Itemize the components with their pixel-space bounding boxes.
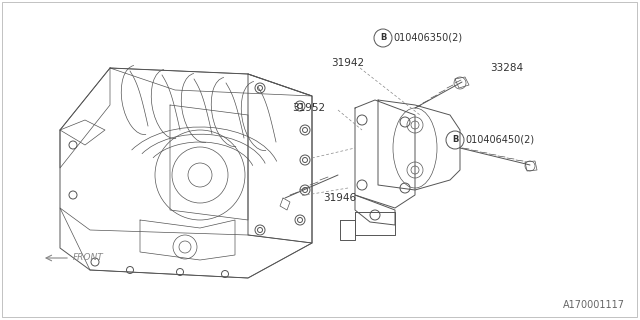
Text: 31942: 31942: [332, 58, 365, 68]
Text: 010406350(2): 010406350(2): [393, 33, 462, 43]
Text: A170001117: A170001117: [563, 300, 625, 310]
Text: 010406450(2): 010406450(2): [465, 135, 534, 145]
Text: B: B: [452, 135, 458, 145]
Text: 31952: 31952: [292, 103, 325, 113]
Text: 31946: 31946: [323, 193, 356, 203]
Text: 33284: 33284: [490, 63, 523, 73]
Text: FRONT: FRONT: [73, 253, 104, 262]
Text: B: B: [380, 34, 386, 43]
